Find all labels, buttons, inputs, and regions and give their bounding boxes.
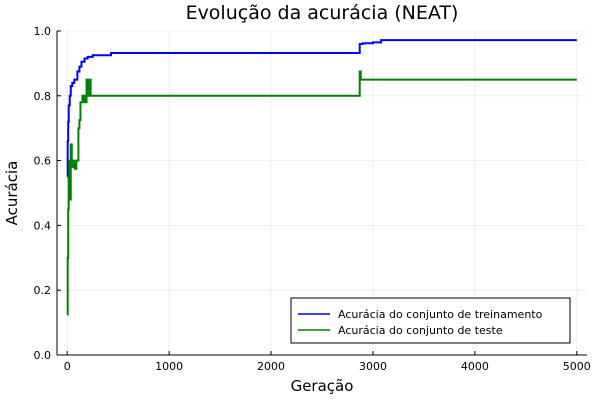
y-tick-label: 1.0 xyxy=(34,25,52,38)
x-axis-title: Geração xyxy=(291,377,354,395)
y-axis-title: Acurácia xyxy=(3,161,21,226)
x-tick-label: 4000 xyxy=(461,360,489,373)
y-tick-label: 0.6 xyxy=(34,155,52,168)
chart-title: Evolução da acurácia (NEAT) xyxy=(186,2,459,24)
y-tick-label: 0.4 xyxy=(34,219,52,232)
legend-box xyxy=(290,297,571,344)
series-line-training xyxy=(66,39,577,178)
series-layer xyxy=(66,39,577,316)
axis-ticks: 0 1000 2000 3000 4000 5000 0.0 0.2 0.4 0.6 0.8 1.0 xyxy=(34,25,591,373)
x-tick-label: 1000 xyxy=(155,360,183,373)
legend: Acurácia do conjunto de treinamento Acur… xyxy=(290,297,571,344)
series-line-test xyxy=(66,70,577,316)
legend-label-test: Acurácia do conjunto de teste xyxy=(338,324,503,337)
y-tick-label: 0.0 xyxy=(34,349,52,362)
y-tick-label: 0.2 xyxy=(34,284,52,297)
x-tick-label: 3000 xyxy=(359,360,387,373)
legend-label-training: Acurácia do conjunto de treinamento xyxy=(338,308,543,321)
y-tick-label: 0.8 xyxy=(34,90,52,103)
x-tick-label: 0 xyxy=(64,360,71,373)
plot-frame xyxy=(56,31,587,356)
x-tick-label: 5000 xyxy=(563,360,591,373)
x-tick-label: 2000 xyxy=(257,360,285,373)
